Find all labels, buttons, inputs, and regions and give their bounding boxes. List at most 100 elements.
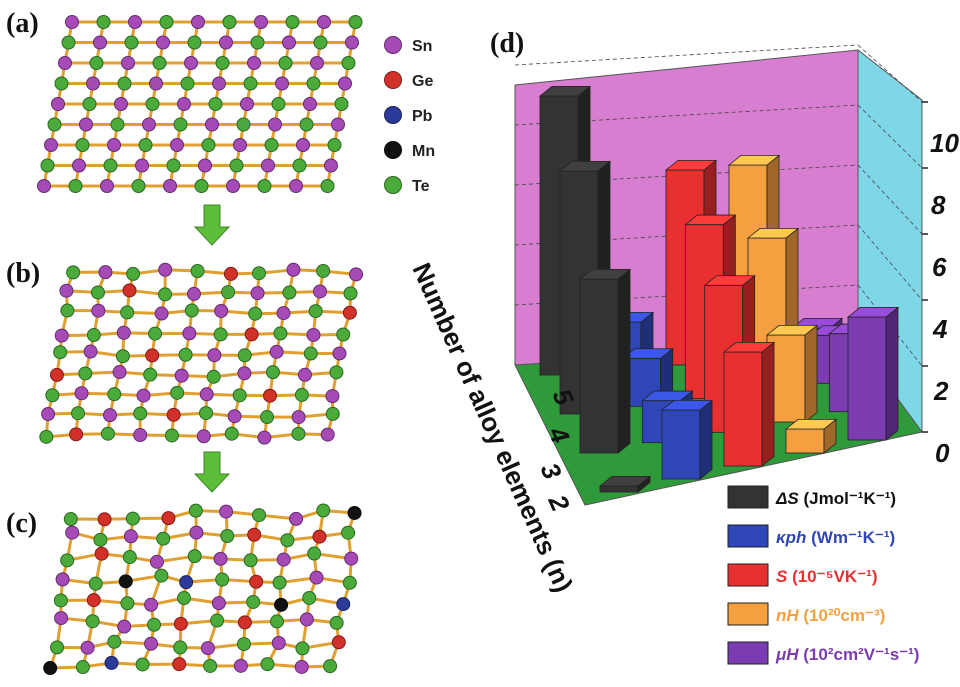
atom-sn xyxy=(309,570,324,585)
atom-te xyxy=(173,640,188,655)
atom-sn xyxy=(184,56,198,70)
atom-sn xyxy=(198,158,212,173)
atom-sn xyxy=(332,346,347,361)
atom-te xyxy=(124,35,139,50)
bar-front xyxy=(723,351,763,467)
atom-te xyxy=(243,76,258,91)
atom-te xyxy=(307,546,322,561)
atom-sn xyxy=(158,262,173,277)
atom-sn xyxy=(325,389,340,404)
legend-label-sn: Sn xyxy=(412,38,432,55)
legend-label-pb: Pb xyxy=(412,108,433,125)
atom-te xyxy=(173,117,188,132)
atom-te xyxy=(66,265,81,280)
atom-te xyxy=(229,158,244,173)
atom-ge xyxy=(69,427,84,442)
atom-ge xyxy=(94,546,109,561)
atom-te xyxy=(232,388,247,403)
down-arrow-icon xyxy=(193,204,231,246)
atom-sn xyxy=(349,267,364,282)
atom-sn xyxy=(123,529,138,544)
atom-sn xyxy=(294,659,309,674)
atom-ge xyxy=(122,283,137,298)
atom-sn xyxy=(345,35,359,50)
atom-sn xyxy=(116,325,131,340)
atom-te xyxy=(188,503,203,518)
atom-te xyxy=(75,660,90,675)
atom-sn xyxy=(182,326,197,341)
bar-nH-n3 xyxy=(765,324,819,423)
bar-top xyxy=(784,419,838,430)
atom-te xyxy=(75,138,90,152)
atom-te xyxy=(89,56,104,70)
atom-sn xyxy=(237,366,252,381)
atom-te xyxy=(138,138,153,152)
atom-te xyxy=(71,406,86,421)
grid-line xyxy=(857,44,923,103)
atom-sn xyxy=(86,76,100,91)
panel-label-a: (a) xyxy=(6,8,39,39)
atom-sn xyxy=(226,179,240,193)
atom-ge xyxy=(161,511,176,526)
panel-label-c: (c) xyxy=(6,508,38,539)
atom-te xyxy=(115,349,130,364)
atom-te xyxy=(45,388,60,403)
atom-ge xyxy=(262,388,277,403)
atom-te xyxy=(236,117,251,132)
z-tick-label: 4 xyxy=(932,314,948,344)
atom-te xyxy=(152,56,167,70)
atom-te xyxy=(206,369,221,384)
atom-te xyxy=(120,305,135,320)
atom-sn xyxy=(219,504,234,519)
series-legend: ΔS (Jmol⁻¹K⁻¹) κph (Wm⁻¹K⁻¹) S (10⁻⁵VK⁻¹) n… xyxy=(727,485,919,665)
atom-mn xyxy=(118,574,133,589)
atom-te xyxy=(213,327,228,342)
atom-sn xyxy=(276,306,291,321)
atom-te xyxy=(145,97,160,111)
atom-mn xyxy=(43,661,58,676)
bar-side xyxy=(761,341,775,467)
bar-top xyxy=(722,342,776,353)
atom-te xyxy=(250,35,265,50)
atom-te xyxy=(271,97,286,111)
atom-sn xyxy=(196,429,211,444)
atom-te xyxy=(299,117,314,132)
bar-top xyxy=(660,400,714,411)
atom-te xyxy=(120,596,135,611)
atom-pb xyxy=(179,575,194,590)
atom-te xyxy=(110,117,125,132)
atom-ge xyxy=(342,305,357,320)
atom-sn xyxy=(317,15,331,29)
atom-te xyxy=(131,179,146,193)
bar-κph-n2 xyxy=(660,399,714,480)
atom-te xyxy=(133,406,148,421)
atom-te xyxy=(148,326,163,341)
atom-sn xyxy=(275,76,289,91)
z-tick-label: 10 xyxy=(930,128,959,158)
atom-te xyxy=(273,326,288,341)
atom-sn xyxy=(83,344,98,359)
atom-te xyxy=(236,637,251,652)
atom-te xyxy=(180,76,195,91)
bar-top xyxy=(641,390,694,402)
atom-te xyxy=(291,426,306,441)
atom-te xyxy=(295,641,310,656)
atom-sn xyxy=(299,612,314,627)
bar-top xyxy=(621,348,674,359)
atom-te xyxy=(278,56,293,70)
bar-front xyxy=(785,428,825,454)
bar-side xyxy=(804,324,818,423)
legend-label: S (10⁻⁵VK⁻¹) xyxy=(776,567,878,586)
legend-atom-sn xyxy=(384,36,402,54)
atom-mn xyxy=(274,597,289,612)
atom-sn xyxy=(80,640,95,655)
atom-sn xyxy=(331,117,345,132)
atom-te xyxy=(125,511,140,526)
atom-te xyxy=(323,659,338,674)
atom-te xyxy=(252,266,267,281)
atom-te xyxy=(308,304,323,319)
bar-top xyxy=(727,155,781,166)
bar-top xyxy=(846,307,900,318)
atom-sn xyxy=(65,525,80,540)
atom-te xyxy=(294,387,309,402)
